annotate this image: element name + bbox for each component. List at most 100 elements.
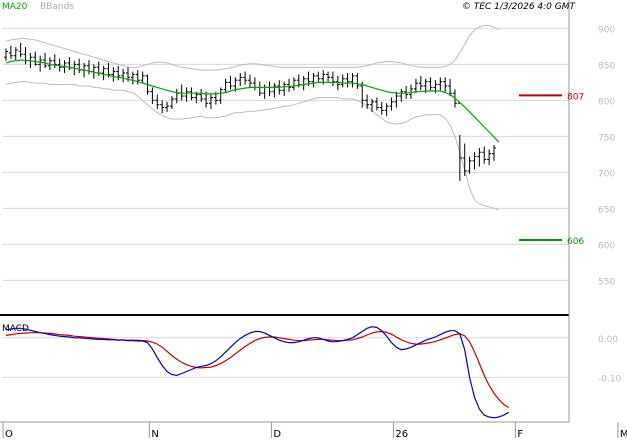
ohlc-bar xyxy=(462,143,467,176)
ohlc-bar xyxy=(165,101,170,112)
ohlc-bar xyxy=(467,156,472,174)
ohlc-bar xyxy=(111,67,116,82)
ohlc-bar xyxy=(160,100,165,114)
ohlc-bar xyxy=(457,102,462,181)
macd-tick-label: 0.00 xyxy=(598,335,618,345)
ohlc-bar xyxy=(418,75,423,91)
ohlc-bar xyxy=(477,147,482,167)
ohlc-bar xyxy=(438,77,443,91)
price-tick-label: 550 xyxy=(598,277,615,287)
ohlc-bar xyxy=(448,78,453,97)
ohlc-bar xyxy=(121,68,126,83)
ohlc-bar xyxy=(228,75,233,90)
ohlc-bar xyxy=(4,48,8,61)
x-tick-label: M xyxy=(620,429,627,440)
ohlc-bar xyxy=(316,71,321,84)
ohlc-bar xyxy=(33,51,38,66)
ohlc-bar xyxy=(218,87,223,104)
ohlc-bar xyxy=(13,47,18,61)
ohlc-bar xyxy=(409,84,414,99)
price-tick-label: 900 xyxy=(598,25,615,35)
ohlc-bar xyxy=(47,57,52,71)
ohlc-bar xyxy=(130,71,135,85)
ohlc-bar xyxy=(8,45,13,59)
ohlc-bar xyxy=(360,81,365,108)
ohlc-bar xyxy=(335,75,340,91)
signal-line xyxy=(5,330,509,409)
ohlc-bar xyxy=(399,88,404,102)
ohlc-bar xyxy=(492,145,496,161)
price-level-label: 606 xyxy=(567,237,584,247)
ohlc-bar xyxy=(389,97,394,111)
credit-text: © TEC 1/3/2026 4:0 GMT xyxy=(462,2,577,12)
ohlc-bar xyxy=(282,81,287,97)
ohlc-bar xyxy=(350,73,355,88)
price-level-label: 807 xyxy=(567,92,584,102)
ohlc-bar xyxy=(272,83,277,98)
ohlc-bar xyxy=(52,54,57,68)
ohlc-bar xyxy=(355,73,360,89)
macd-plot xyxy=(5,326,509,419)
ohlc-bar xyxy=(140,71,145,84)
ohlc-bar xyxy=(345,73,350,88)
bband-lower-line xyxy=(5,81,500,211)
ohlc-bar xyxy=(384,103,389,117)
ohlc-bar xyxy=(238,73,243,86)
x-tick-label: D xyxy=(273,429,281,440)
ohlc-bar xyxy=(311,73,316,88)
ohlc-bar xyxy=(18,42,23,58)
ohlc-bar xyxy=(482,146,487,164)
ohlc-bar xyxy=(43,52,48,68)
x-tick-label: O xyxy=(5,429,13,440)
price-tick-label: 600 xyxy=(598,241,615,251)
ohlc-bar xyxy=(365,94,370,110)
ohlc-bar xyxy=(443,77,448,92)
price-tick-label: 650 xyxy=(598,205,615,215)
bband-upper-line xyxy=(5,25,500,71)
ohlc-bar xyxy=(487,149,492,166)
legend-bbands: BBands xyxy=(40,2,74,12)
ohlc-bar xyxy=(243,71,248,85)
ohlc-bar xyxy=(330,71,335,86)
ohlc-bar xyxy=(208,94,213,110)
ohlc-bar xyxy=(57,58,62,72)
ohlc-bar xyxy=(413,78,418,94)
price-tick-label: 850 xyxy=(598,61,615,71)
ohlc-bar xyxy=(223,78,228,94)
ohlc-bar xyxy=(374,97,379,111)
ohlc-bar xyxy=(326,71,331,82)
price-tick-label: 800 xyxy=(598,97,615,107)
ohlc-bar xyxy=(184,87,189,102)
ohlc-bar xyxy=(169,96,174,110)
ohlc-bar xyxy=(370,98,374,112)
ohlc-bar xyxy=(287,78,292,92)
price-tick-label: 700 xyxy=(598,169,615,179)
x-tick-label: 26 xyxy=(395,429,408,440)
ma20-line xyxy=(5,59,500,143)
ohlc-bar xyxy=(291,77,296,91)
ohlc-bar xyxy=(394,91,399,108)
ohlc-bar xyxy=(248,74,252,88)
price-plot xyxy=(4,25,562,242)
macd-label: MACD xyxy=(2,324,29,334)
ohlc-bar xyxy=(38,55,43,72)
x-tick-label: N xyxy=(151,429,158,440)
x-tick-label: F xyxy=(517,429,523,440)
price-tick-label: 750 xyxy=(598,133,615,143)
legend-ma20: MA20 xyxy=(2,2,28,12)
macd-tick-label: -0.10 xyxy=(598,374,622,384)
macd-line xyxy=(5,326,509,419)
ohlc-bar xyxy=(428,77,433,91)
ohlc-bar xyxy=(199,88,204,102)
ohlc-bar xyxy=(101,65,106,81)
ohlc-bar xyxy=(379,101,384,115)
ohlc-bar xyxy=(404,85,409,99)
ohlc-bar xyxy=(472,152,477,170)
ohlc-bar xyxy=(340,74,345,88)
ohlc-bar xyxy=(150,87,155,104)
ohlc-bar xyxy=(189,87,194,101)
ohlc-bar xyxy=(155,94,160,110)
